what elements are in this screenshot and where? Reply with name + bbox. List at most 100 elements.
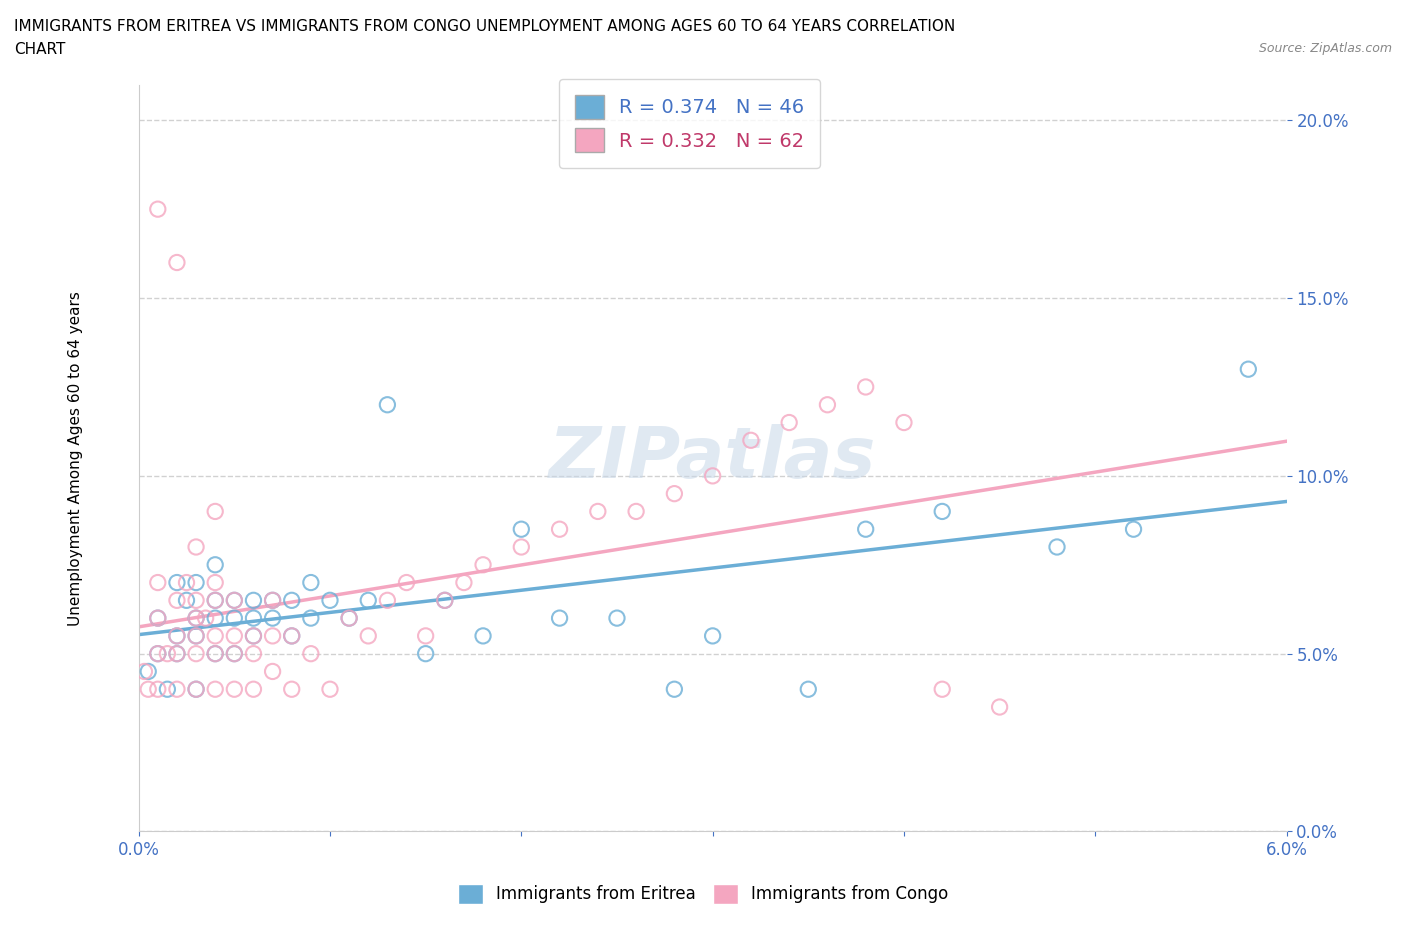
Point — [146, 646, 169, 661]
Point — [146, 646, 169, 661]
Point — [472, 557, 495, 572]
Point — [166, 593, 188, 608]
Point — [156, 646, 179, 661]
Point — [855, 379, 877, 394]
Text: ZIPatlas: ZIPatlas — [548, 423, 876, 493]
Point — [242, 629, 264, 644]
Point — [453, 575, 475, 590]
Legend: R = 0.374   N = 46, R = 0.332   N = 62: R = 0.374 N = 46, R = 0.332 N = 62 — [560, 79, 820, 167]
Point — [176, 593, 198, 608]
Point — [1046, 539, 1069, 554]
Point — [204, 646, 226, 661]
Point — [166, 629, 188, 644]
Point — [146, 611, 169, 626]
Point — [319, 682, 342, 697]
Point — [194, 611, 217, 626]
Point — [242, 611, 264, 626]
Point — [224, 593, 246, 608]
Point — [377, 593, 399, 608]
Point — [166, 682, 188, 697]
Point — [204, 682, 226, 697]
Point — [184, 575, 207, 590]
Point — [224, 593, 246, 608]
Point — [548, 611, 571, 626]
Point — [146, 575, 169, 590]
Point — [337, 611, 360, 626]
Point — [184, 539, 207, 554]
Point — [357, 629, 380, 644]
Point — [204, 629, 226, 644]
Point — [204, 557, 226, 572]
Point — [510, 522, 533, 537]
Point — [262, 593, 284, 608]
Point — [931, 504, 953, 519]
Point — [280, 682, 302, 697]
Point — [184, 682, 207, 697]
Point — [624, 504, 647, 519]
Point — [262, 664, 284, 679]
Point — [855, 522, 877, 537]
Point — [204, 575, 226, 590]
Point — [204, 593, 226, 608]
Point — [166, 646, 188, 661]
Point — [815, 397, 838, 412]
Point — [224, 646, 246, 661]
Point — [797, 682, 820, 697]
Point — [146, 682, 169, 697]
Point — [184, 629, 207, 644]
Point — [136, 664, 159, 679]
Point — [204, 611, 226, 626]
Point — [136, 682, 159, 697]
Point — [548, 522, 571, 537]
Point — [337, 611, 360, 626]
Point — [204, 646, 226, 661]
Point — [931, 682, 953, 697]
Point — [433, 593, 456, 608]
Point — [224, 611, 246, 626]
Point — [242, 593, 264, 608]
Point — [702, 629, 724, 644]
Point — [184, 682, 207, 697]
Point — [395, 575, 418, 590]
Point — [702, 469, 724, 484]
Point — [242, 682, 264, 697]
Point — [1237, 362, 1260, 377]
Point — [184, 611, 207, 626]
Point — [280, 629, 302, 644]
Point — [224, 682, 246, 697]
Point — [262, 629, 284, 644]
Point — [893, 415, 915, 430]
Point — [184, 629, 207, 644]
Point — [184, 593, 207, 608]
Point — [664, 682, 686, 697]
Text: IMMIGRANTS FROM ERITREA VS IMMIGRANTS FROM CONGO UNEMPLOYMENT AMONG AGES 60 TO 6: IMMIGRANTS FROM ERITREA VS IMMIGRANTS FR… — [14, 19, 955, 33]
Point — [242, 629, 264, 644]
Point — [146, 202, 169, 217]
Point — [377, 397, 399, 412]
Point — [299, 646, 322, 661]
Point — [510, 539, 533, 554]
Point — [299, 611, 322, 626]
Point — [280, 629, 302, 644]
Point — [778, 415, 800, 430]
Point — [166, 629, 188, 644]
Point — [184, 611, 207, 626]
Point — [357, 593, 380, 608]
Point — [166, 255, 188, 270]
Point — [242, 646, 264, 661]
Legend: Immigrants from Eritrea, Immigrants from Congo: Immigrants from Eritrea, Immigrants from… — [450, 875, 956, 912]
Point — [415, 629, 437, 644]
Point — [319, 593, 342, 608]
Point — [1122, 522, 1144, 537]
Point — [166, 646, 188, 661]
Point — [606, 611, 628, 626]
Text: Source: ZipAtlas.com: Source: ZipAtlas.com — [1258, 42, 1392, 55]
Point — [262, 593, 284, 608]
Point — [433, 593, 456, 608]
Point — [224, 629, 246, 644]
Point — [176, 575, 198, 590]
Point — [166, 575, 188, 590]
Point — [204, 504, 226, 519]
Point — [146, 611, 169, 626]
Point — [280, 593, 302, 608]
